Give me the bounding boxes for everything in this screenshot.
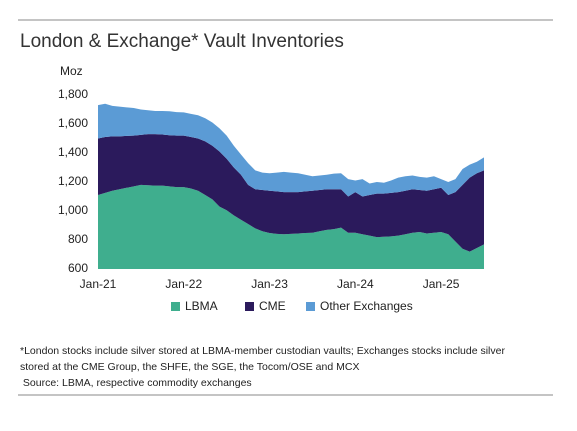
x-tick-label: Jan-23 (251, 277, 288, 291)
y-tick-label: 1,600 (58, 116, 88, 130)
footnote: stored at the CME Group, the SHFE, the S… (20, 361, 359, 373)
legend-label: CME (259, 299, 286, 313)
chart-title: London & Exchange* Vault Inventories (20, 31, 344, 52)
y-tick-label: 1,000 (58, 203, 88, 217)
y-axis-label: Moz (60, 64, 83, 78)
y-tick-label: 1,400 (58, 145, 88, 159)
footnote: *London stocks include silver stored at … (20, 345, 505, 357)
x-tick-label: Jan-21 (80, 277, 117, 291)
legend-swatch (245, 302, 254, 311)
y-tick-label: 1,200 (58, 174, 88, 188)
legend-swatch (306, 302, 315, 311)
legend-swatch (171, 302, 180, 311)
x-tick-label: Jan-25 (423, 277, 460, 291)
y-tick-label: 800 (68, 232, 88, 246)
legend-label: LBMA (185, 299, 218, 313)
x-tick-label: Jan-24 (337, 277, 374, 291)
area (98, 103, 484, 197)
y-tick-label: 600 (68, 261, 88, 275)
x-tick-label: Jan-22 (165, 277, 202, 291)
footnote: Source: LBMA, respective commodity excha… (20, 377, 252, 389)
area (98, 184, 484, 269)
legend-label: Other Exchanges (320, 299, 413, 313)
y-tick-label: 1,800 (58, 87, 88, 101)
area (98, 134, 484, 252)
